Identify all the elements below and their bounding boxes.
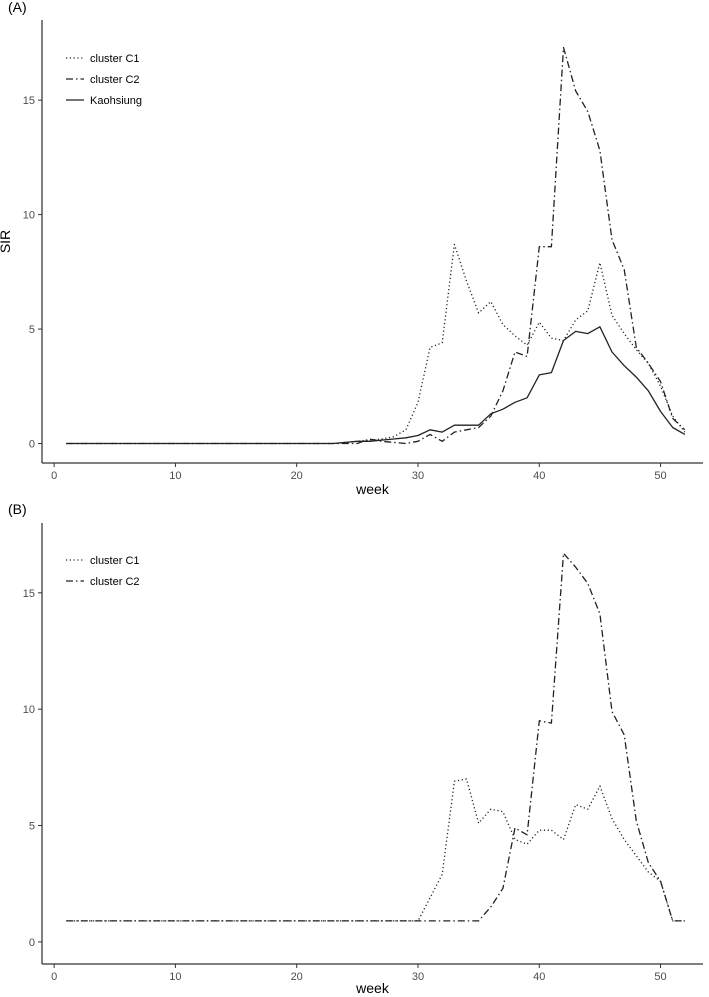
series-line-cluster-c2 — [66, 552, 685, 922]
x-axis-title: week — [355, 980, 390, 996]
x-tick-label: 20 — [291, 971, 303, 983]
x-tick-label: 40 — [533, 971, 545, 983]
legend-label: Kaohsiung — [90, 95, 142, 107]
x-tick-label: 0 — [51, 470, 57, 482]
series-line-kaohsiung — [66, 326, 686, 445]
legend: cluster C1 cluster C2 Kaohsiung — [66, 53, 142, 107]
x-tick-label: 0 — [51, 971, 57, 983]
y-tick-label: 0 — [29, 439, 35, 451]
x-tick-label: 20 — [291, 470, 303, 482]
x-tick-label: 40 — [533, 470, 545, 482]
y-tick-label: 15 — [23, 95, 35, 107]
series-line-cluster-c1 — [66, 778, 685, 922]
legend-label: cluster C1 — [90, 53, 140, 65]
y-tick-label: 10 — [23, 704, 35, 716]
y-tick-label: 10 — [23, 210, 35, 222]
y-tick-label: 0 — [29, 937, 35, 949]
y-tick-label: 5 — [29, 821, 35, 833]
x-tick-label: 50 — [654, 971, 666, 983]
x-tick-label: 10 — [169, 470, 181, 482]
legend-label: cluster C2 — [90, 74, 140, 86]
y-tick-label: 5 — [29, 324, 35, 336]
x-axis-title: week — [355, 481, 390, 497]
x-tick-label: 10 — [169, 971, 181, 983]
legend-label: cluster C1 — [90, 555, 140, 567]
panel-label: (A) — [8, 0, 27, 15]
panel-label: (B) — [8, 501, 27, 517]
series-line-cluster-c2 — [66, 46, 686, 445]
x-tick-label: 50 — [654, 470, 666, 482]
x-tick-label: 30 — [412, 971, 424, 983]
legend-label: cluster C2 — [90, 576, 140, 588]
x-tick-label: 30 — [412, 470, 424, 482]
y-tick-label: 15 — [23, 588, 35, 600]
y-axis-title: SIR — [0, 230, 13, 253]
series-line-cluster-c1 — [66, 243, 686, 445]
legend: cluster C1 cluster C2 — [66, 555, 140, 588]
